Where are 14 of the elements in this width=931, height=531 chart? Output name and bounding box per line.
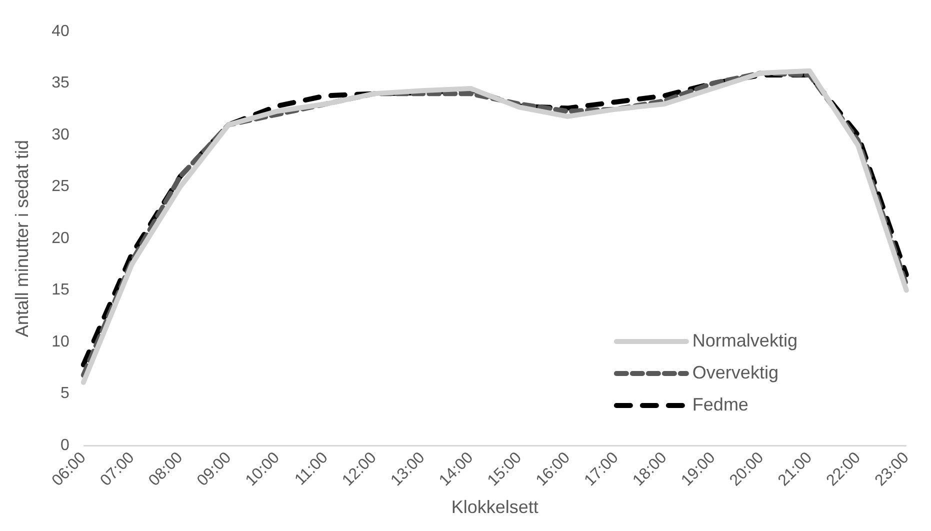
legend-label: Overvektig	[692, 362, 778, 382]
y-tick-label: 35	[52, 74, 70, 92]
y-tick-label: 30	[52, 126, 70, 144]
y-tick-label: 20	[52, 230, 70, 247]
legend-label: Normalvektig	[692, 330, 798, 350]
y-tick-label: 40	[52, 23, 70, 40]
y-tick-label: 25	[52, 178, 70, 196]
y-axis-title: Antall minutter i sedat tid	[12, 140, 32, 338]
y-tick-label: 0	[60, 436, 70, 454]
y-tick-label: 5	[60, 385, 70, 402]
y-tick-label: 10	[52, 333, 70, 350]
y-tick-label: 15	[52, 282, 70, 299]
legend-label: Fedme	[692, 394, 748, 414]
x-axis-title: Klokkelsett	[451, 497, 538, 518]
